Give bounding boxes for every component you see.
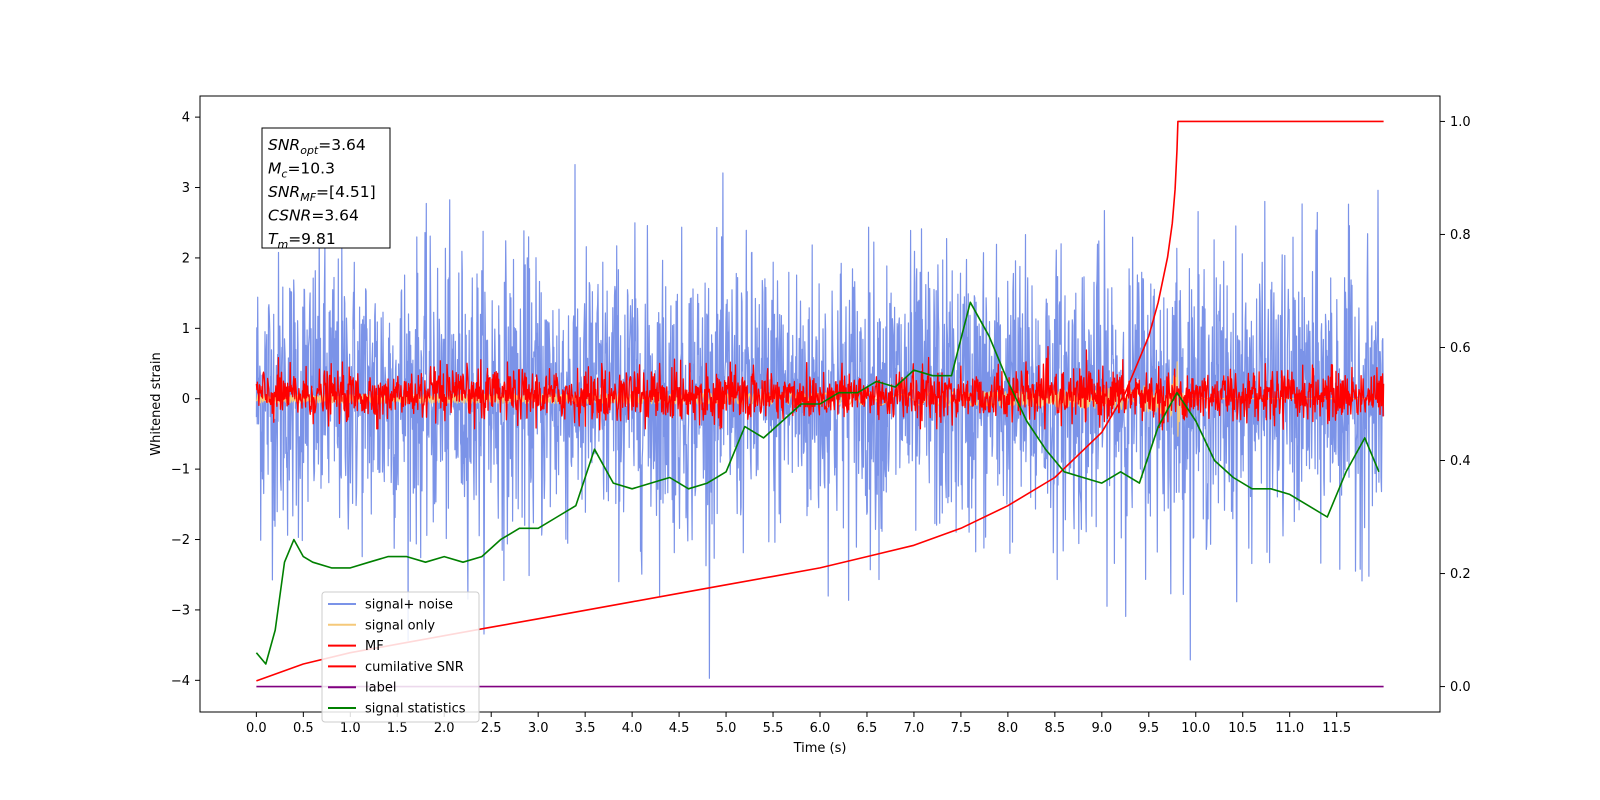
y2-tick-label: 0.0	[1450, 680, 1471, 695]
y-tick-label: 0	[182, 392, 190, 407]
x-tick-label: 8.5	[1045, 721, 1066, 736]
x-tick-label: 7.0	[904, 721, 925, 736]
y2-tick-label: 0.4	[1450, 454, 1471, 469]
y2-tick-label: 0.8	[1450, 228, 1471, 243]
x-tick-label: 4.5	[669, 721, 690, 736]
x-tick-label: 3.5	[575, 721, 596, 736]
y-tick-label: −2	[171, 533, 190, 548]
x-tick-label: 5.0	[716, 721, 737, 736]
info-box-frame	[261, 127, 391, 249]
y-tick-label: 2	[182, 251, 190, 266]
legend-entry: label	[365, 681, 396, 696]
x-tick-label: 0.5	[293, 721, 314, 736]
x-tick-label: 9.0	[1091, 721, 1112, 736]
legend-entry: signal only	[365, 618, 435, 633]
x-tick-label: 9.5	[1138, 721, 1159, 736]
y2-tick-label: 1.0	[1450, 115, 1471, 130]
info-line: Mc=10.3	[268, 160, 335, 181]
x-tick-label: 6.5	[857, 721, 878, 736]
x-tick-label: 6.0	[810, 721, 831, 736]
x-tick-label: 2.0	[434, 721, 455, 736]
series-line-mf	[255, 346, 1385, 431]
y-axis-label: Whitened strain	[149, 352, 164, 455]
legend-entry: signal statistics	[365, 702, 466, 717]
legend-entry: signal+ noise	[365, 598, 453, 613]
x-tick-label: 7.5	[951, 721, 972, 736]
info-line: Tm=9.81	[268, 230, 336, 251]
y2-tick-label: 0.6	[1450, 341, 1471, 356]
x-tick-label: 11.0	[1275, 721, 1304, 736]
info-line: CSNR=3.64	[268, 207, 359, 225]
x-tick-label: 3.0	[528, 721, 549, 736]
x-tick-label: 5.5	[763, 721, 784, 736]
info-line: SNRopt=3.64	[268, 136, 366, 157]
y-tick-label: −3	[171, 603, 190, 618]
x-tick-label: 4.0	[622, 721, 643, 736]
y-tick-label: 3	[182, 181, 190, 196]
x-axis-label: Time (s)	[793, 741, 847, 756]
x-tick-label: 10.5	[1228, 721, 1257, 736]
legend-entry: MF	[365, 639, 384, 654]
y2-axis: 1.0 0.8 0.6 0.4 0.2 0.0	[1440, 115, 1471, 695]
y-tick-label: 1	[182, 322, 190, 337]
x-tick-label: 1.5	[387, 721, 408, 736]
series-line-signal-statistics	[255, 301, 1380, 665]
y-tick-label: 4	[182, 111, 190, 126]
info-line: SNRMF=[4.51]	[268, 183, 376, 204]
legend-frame	[321, 591, 480, 723]
x-tick-label: 10.0	[1181, 721, 1210, 736]
x-tick-label: 1.0	[340, 721, 361, 736]
x-tick-label: 0.0	[246, 721, 267, 736]
y-axis: 4 3 2 1 0 −1 −2 −3 −4	[171, 111, 200, 689]
y-tick-label: −4	[171, 674, 190, 689]
y2-tick-label: 0.2	[1450, 567, 1471, 582]
x-tick-label: 2.5	[481, 721, 502, 736]
legend: signal+ noise signal only MF cumilative SNR…	[321, 591, 480, 723]
x-tick-label: 8.0	[998, 721, 1019, 736]
legend-entry: cumilative SNR	[365, 660, 464, 675]
y-tick-label: −1	[171, 463, 190, 478]
x-tick-label: 11.5	[1322, 721, 1351, 736]
x-axis: 0.0 0.5 1.0 1.5 2.0 2.5 3.0 3.5 4.0 4.5 5.0 5.5 6.0 6…	[246, 712, 1351, 736]
